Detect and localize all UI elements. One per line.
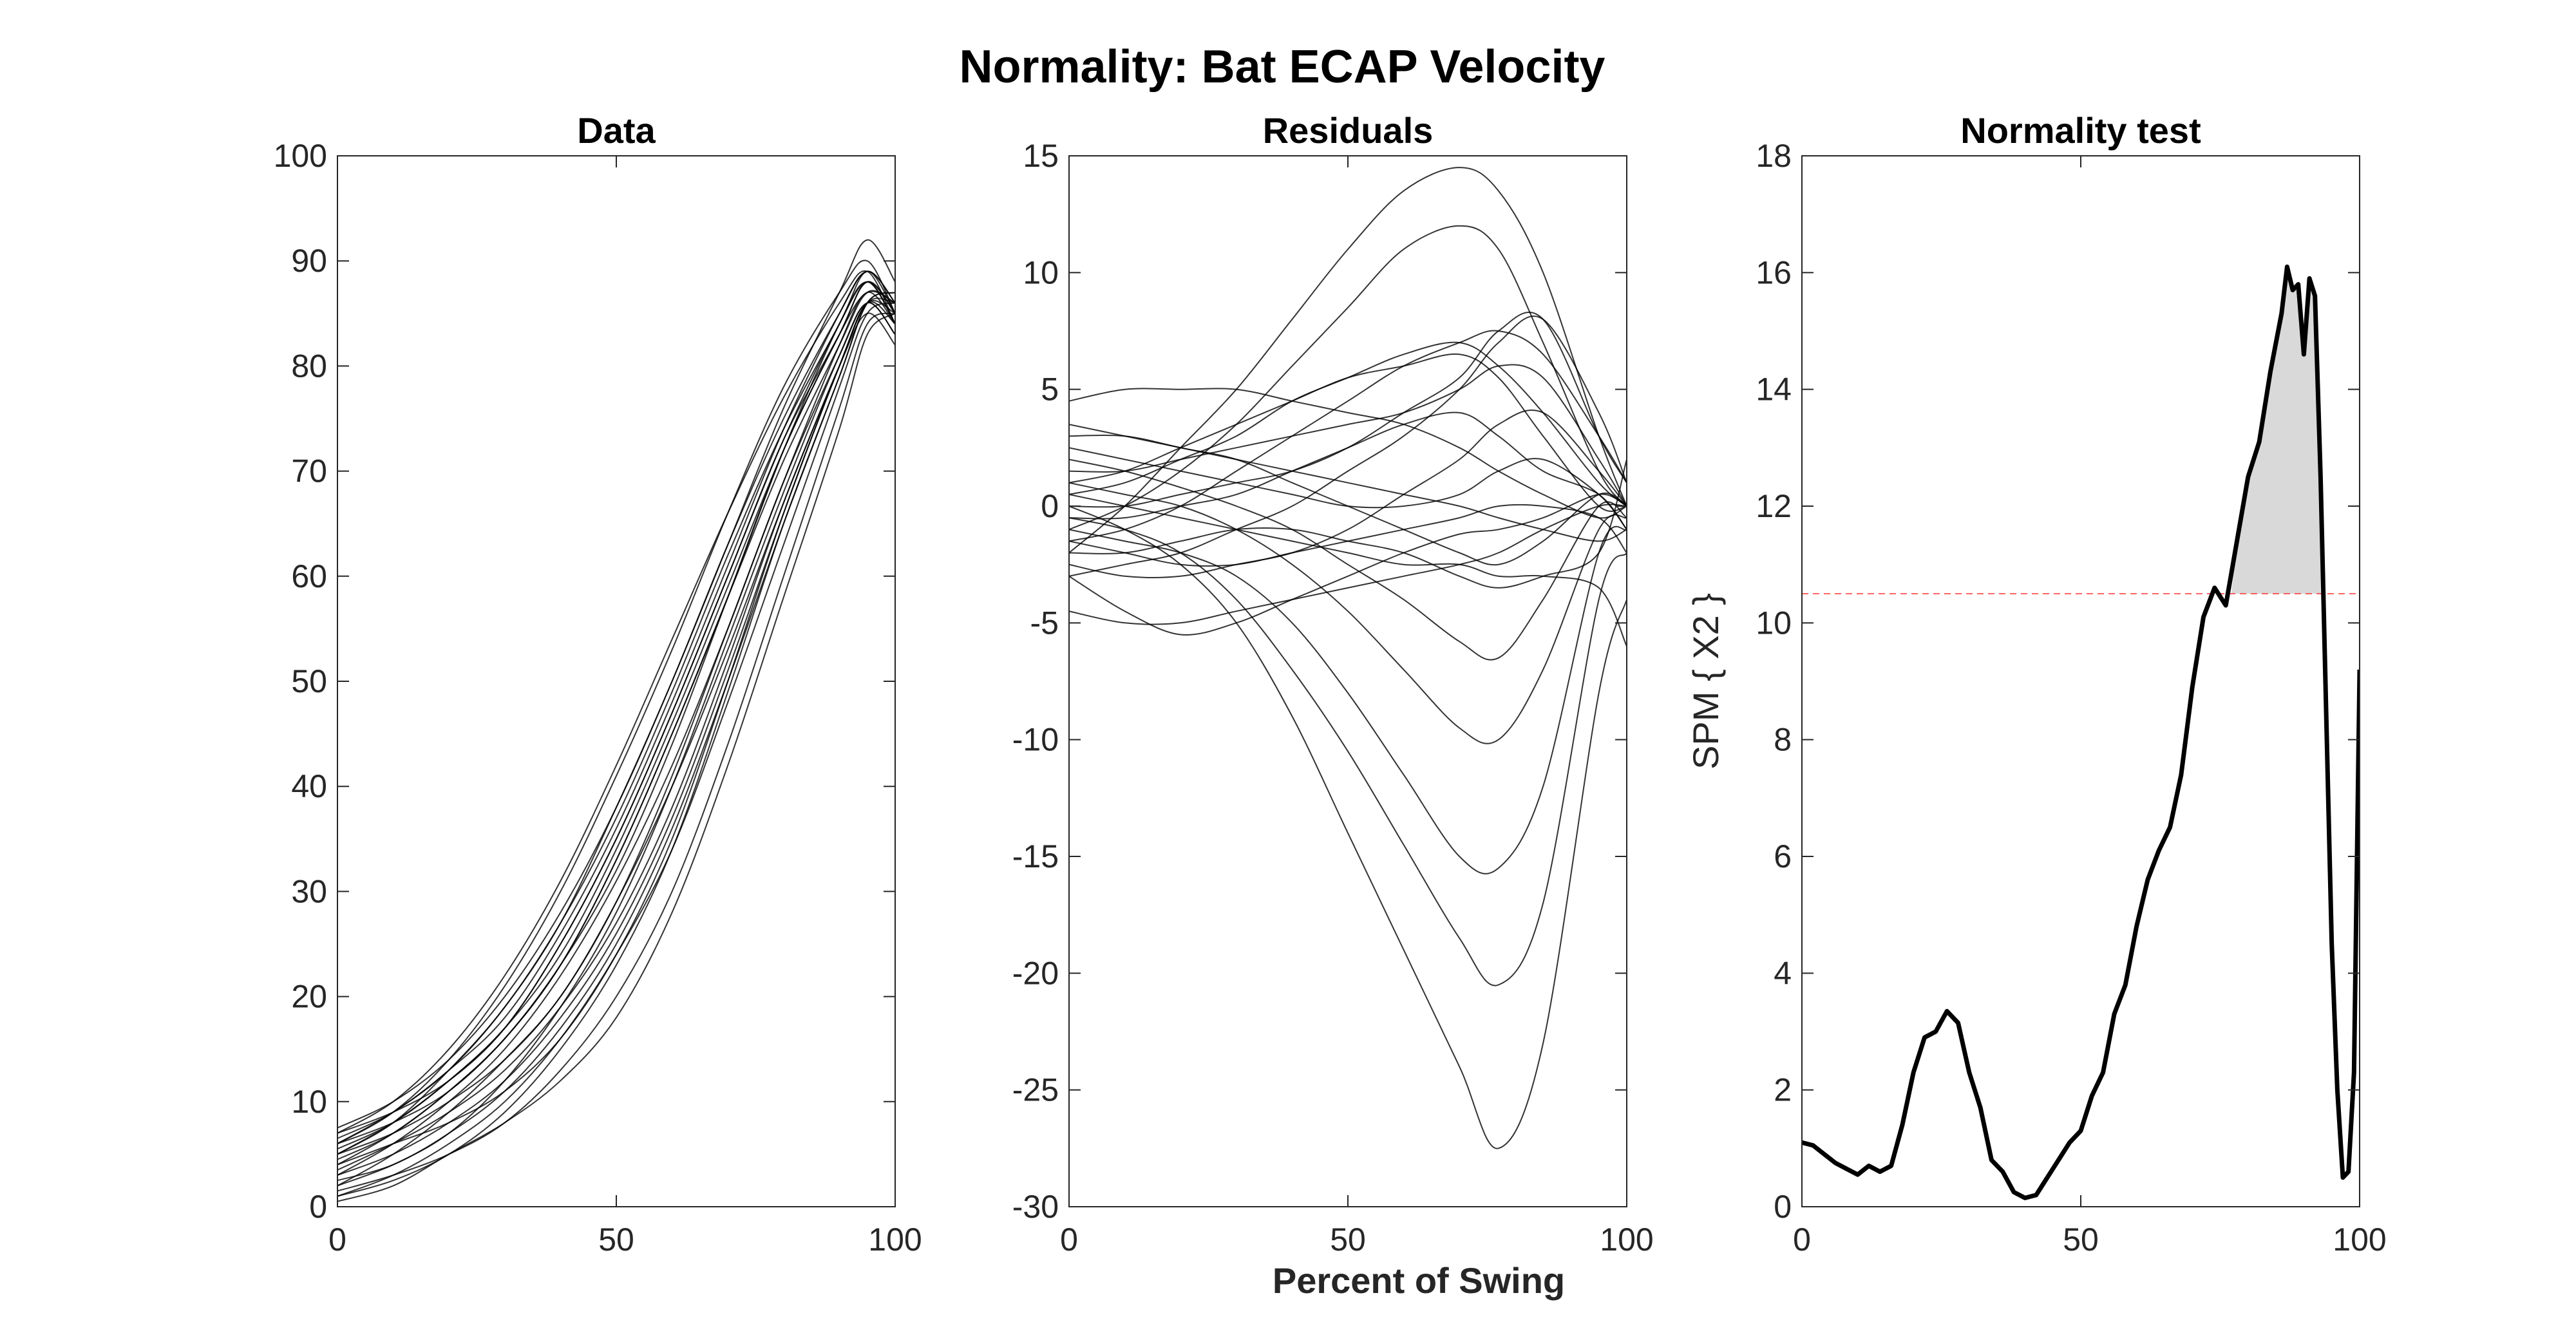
y-tick-label: 8 xyxy=(1774,722,1792,758)
panel-title: Data xyxy=(577,110,656,151)
series-line-19 xyxy=(337,312,895,1192)
data-panel: 0 50 100 0 10 20 30 40 50 60 70 80 90 100 Data xyxy=(274,110,922,1258)
y-tick-label: 0 xyxy=(309,1189,327,1225)
x-tick-label: 100 xyxy=(1600,1222,1653,1258)
series-line-23 xyxy=(337,270,895,1155)
y-tick-label: 4 xyxy=(1774,955,1792,991)
x-tick-label: 100 xyxy=(2333,1222,2386,1258)
panel-title: Residuals xyxy=(1263,110,1434,151)
y-axis-label: SPM { X2 } xyxy=(1685,593,1726,769)
series-line-5 xyxy=(1069,458,1627,661)
series-line-20 xyxy=(337,299,895,1176)
panel-title: Normality test xyxy=(1960,110,2201,151)
x-tick-label: 0 xyxy=(328,1222,346,1258)
normality-test-panel: 0 50 100 0 2 4 6 8 10 12 14 16 18 Normality test SPM {… xyxy=(1685,110,2387,1258)
residuals-panel: 0 50 100 -30 -25 -20 -15 -10 -5 0 5 10 15 Residuals xyxy=(1012,110,1654,1258)
series-line-9 xyxy=(1069,388,1627,519)
series-line-2 xyxy=(1069,517,1627,986)
plot-area xyxy=(1802,264,2360,1200)
y-tick-label: 80 xyxy=(291,348,327,384)
series-line-1 xyxy=(1069,505,1627,1149)
y-tick-label: 40 xyxy=(291,768,327,804)
series-line-20 xyxy=(1069,424,1627,542)
series-line-15 xyxy=(1069,315,1627,577)
y-tick-label: -5 xyxy=(1030,605,1059,641)
y-tick-label: 10 xyxy=(1756,605,1792,641)
y-tick-label: -15 xyxy=(1012,838,1059,874)
spm-curve xyxy=(1802,264,2360,1200)
series-line-22 xyxy=(337,302,895,1187)
y-tick-label: 18 xyxy=(1756,138,1792,174)
suprathreshold-cluster xyxy=(2231,267,2321,594)
y-tick-label: 30 xyxy=(291,873,327,909)
x-tick-label: 0 xyxy=(1060,1222,1078,1258)
series-line-4 xyxy=(337,270,895,1139)
shared-x-label: Percent of Swing xyxy=(1273,1260,1565,1301)
y-tick-label: 10 xyxy=(1023,254,1059,290)
x-tick-label: 0 xyxy=(1793,1222,1811,1258)
series-line-14 xyxy=(1069,364,1627,507)
y-tick-label: -25 xyxy=(1012,1072,1059,1108)
series-line-18 xyxy=(1069,447,1627,530)
y-tick-label: -30 xyxy=(1012,1189,1059,1225)
y-tick-label: 0 xyxy=(1774,1189,1792,1225)
plot-area xyxy=(1069,167,1627,1149)
series-line-13 xyxy=(337,281,895,1134)
y-tick-label: 50 xyxy=(291,663,327,699)
figure-title: Normality: Bat ECAP Velocity xyxy=(960,41,1605,93)
series-line-16 xyxy=(1069,409,1627,579)
x-tick-label: 50 xyxy=(598,1222,634,1258)
x-tick-label: 50 xyxy=(1330,1222,1366,1258)
y-tick-label: 60 xyxy=(291,558,327,594)
y-tick-label: 2 xyxy=(1774,1072,1792,1108)
x-tick-label: 100 xyxy=(868,1222,922,1258)
y-tick-label: 10 xyxy=(291,1084,327,1120)
series-line-8 xyxy=(1069,493,1627,636)
series-line-24 xyxy=(1069,493,1627,647)
y-tick-label: 70 xyxy=(291,453,327,489)
plot-area xyxy=(337,239,895,1202)
y-tick-label: 5 xyxy=(1041,372,1059,408)
y-tick-label: 12 xyxy=(1756,488,1792,524)
y-tick-label: 90 xyxy=(291,243,327,279)
y-tick-label: -20 xyxy=(1012,955,1059,991)
series-line-18 xyxy=(337,290,895,1160)
y-tick-label: 0 xyxy=(1041,488,1059,524)
series-line-22 xyxy=(1069,353,1627,512)
series-line-21 xyxy=(1069,411,1627,530)
series-line-21 xyxy=(337,270,895,1134)
series-line-12 xyxy=(1069,341,1627,507)
y-tick-label: 15 xyxy=(1023,138,1059,174)
series-line-16 xyxy=(337,292,895,1155)
series-line-10 xyxy=(1069,167,1627,554)
y-tick-label: 6 xyxy=(1774,838,1792,874)
y-tick-label: 14 xyxy=(1756,372,1792,408)
y-tick-label: -10 xyxy=(1012,722,1059,758)
series-line-17 xyxy=(1069,311,1627,508)
y-tick-label: 20 xyxy=(291,979,327,1015)
x-tick-label: 50 xyxy=(2063,1222,2099,1258)
series-line-3 xyxy=(1069,525,1627,874)
series-line-24 xyxy=(337,292,895,1197)
y-tick-label: 16 xyxy=(1756,254,1792,290)
series-line-19 xyxy=(1069,504,1627,567)
series-line-23 xyxy=(1069,459,1627,589)
series-line-17 xyxy=(337,260,895,1144)
series-line-9 xyxy=(337,312,895,1202)
y-tick-label: 100 xyxy=(274,138,327,174)
